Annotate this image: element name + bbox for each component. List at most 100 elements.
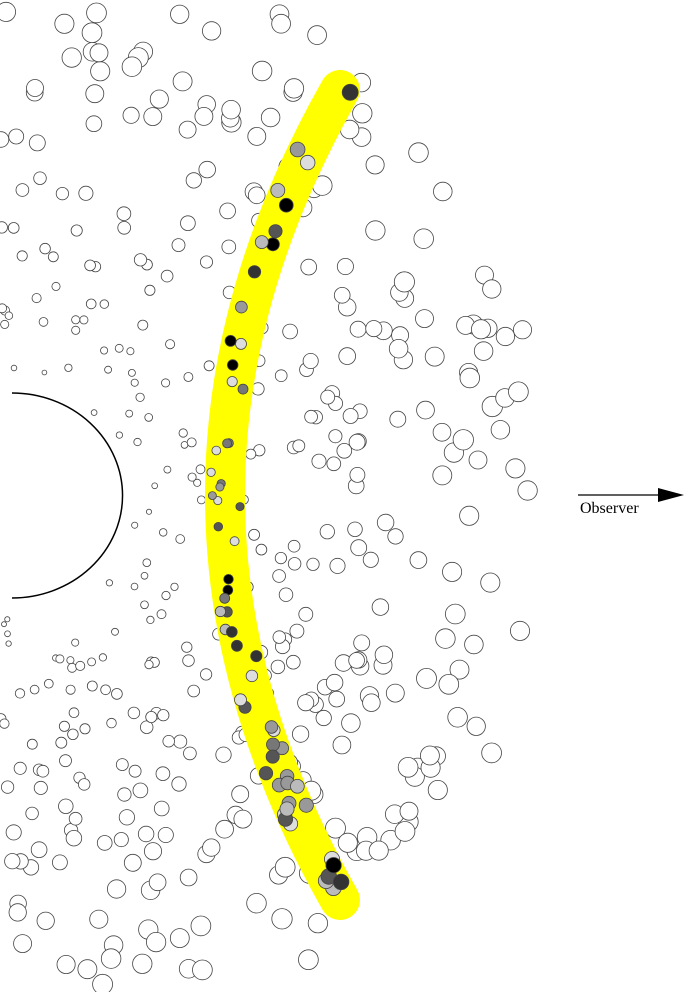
particle xyxy=(438,673,460,695)
particle xyxy=(13,934,33,953)
particle xyxy=(56,955,76,975)
particle xyxy=(365,320,383,338)
particle xyxy=(58,798,74,815)
particle xyxy=(161,378,171,388)
particle xyxy=(338,347,357,365)
particle xyxy=(329,557,346,574)
particle xyxy=(178,428,188,438)
particle xyxy=(307,25,327,45)
particle xyxy=(245,448,257,460)
particle xyxy=(31,293,42,304)
particle xyxy=(271,13,291,34)
particle xyxy=(490,420,511,440)
particle xyxy=(65,830,83,847)
particle xyxy=(353,634,371,652)
band-particle xyxy=(226,626,238,638)
particle xyxy=(328,690,346,708)
particle xyxy=(385,683,405,703)
particle xyxy=(64,363,73,372)
band-particle xyxy=(245,669,259,683)
particle xyxy=(127,368,136,377)
particle xyxy=(424,346,445,367)
particle xyxy=(162,735,175,748)
particle xyxy=(143,107,163,126)
particle xyxy=(409,551,428,569)
particle xyxy=(71,638,80,647)
particle xyxy=(389,410,407,428)
particle xyxy=(4,630,11,638)
band-particle xyxy=(222,438,233,449)
particle xyxy=(7,222,20,234)
particle xyxy=(160,269,174,283)
particle xyxy=(115,758,129,771)
particle xyxy=(114,343,124,353)
particle xyxy=(59,754,72,768)
particle xyxy=(219,202,236,220)
particle xyxy=(0,303,8,314)
particle xyxy=(161,590,171,601)
particle xyxy=(173,734,188,749)
particle xyxy=(170,582,179,591)
particle xyxy=(52,854,68,871)
particle xyxy=(368,840,389,861)
particle xyxy=(106,717,117,729)
particle xyxy=(371,598,390,616)
particle xyxy=(144,413,154,422)
particle xyxy=(388,339,409,359)
particle xyxy=(274,856,296,878)
particle xyxy=(96,835,113,851)
central-body xyxy=(11,392,124,599)
particle xyxy=(328,429,343,444)
particle xyxy=(452,429,474,451)
particle xyxy=(5,640,12,647)
particle xyxy=(87,657,96,667)
particle xyxy=(100,346,109,355)
particle xyxy=(115,431,124,439)
particle xyxy=(8,128,25,145)
particle xyxy=(186,437,197,448)
particle xyxy=(432,465,453,486)
particle xyxy=(181,641,193,653)
particle xyxy=(325,673,344,692)
particle xyxy=(470,319,491,340)
particle xyxy=(182,654,195,667)
particle xyxy=(128,764,142,778)
particle xyxy=(85,115,103,132)
particle xyxy=(36,911,55,930)
particle xyxy=(274,369,288,383)
particle xyxy=(481,742,502,764)
particle xyxy=(459,367,481,389)
band-particle xyxy=(229,536,240,547)
band-particle xyxy=(224,334,237,347)
band-particle xyxy=(266,737,280,752)
band-particle xyxy=(211,445,222,456)
background-particles xyxy=(0,1,538,992)
particle xyxy=(33,780,48,795)
particle xyxy=(149,89,169,109)
particle xyxy=(178,120,197,139)
particle xyxy=(43,678,54,689)
particle xyxy=(482,279,502,299)
band-particle xyxy=(265,237,280,252)
particle xyxy=(148,873,167,892)
particle xyxy=(365,220,386,241)
particle xyxy=(271,908,293,930)
band-particle xyxy=(214,605,226,618)
particle xyxy=(495,326,515,347)
particle xyxy=(39,242,51,255)
band-particle xyxy=(341,83,359,101)
particle xyxy=(146,615,155,625)
particle xyxy=(0,131,10,148)
particle xyxy=(192,959,213,981)
particle xyxy=(47,251,59,263)
particle xyxy=(416,668,437,689)
band-particles xyxy=(206,83,359,896)
particle xyxy=(193,478,202,487)
particle xyxy=(15,183,30,197)
particle xyxy=(337,832,358,853)
particle xyxy=(300,258,318,276)
particle xyxy=(449,659,470,680)
band-particle xyxy=(215,482,225,492)
particle xyxy=(508,381,529,403)
